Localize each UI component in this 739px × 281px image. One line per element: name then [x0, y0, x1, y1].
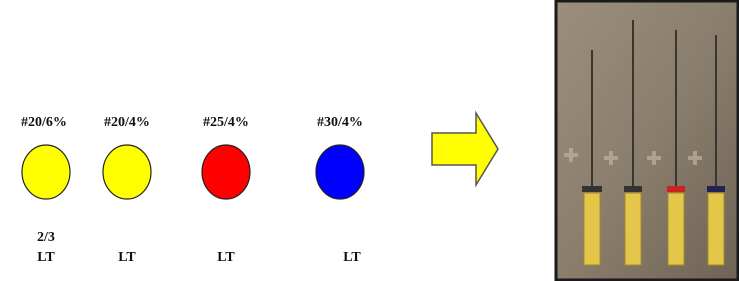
file-label: #30/4% [317, 115, 363, 130]
file-label: #25/4% [203, 115, 249, 130]
file-label: #20/4% [104, 115, 150, 130]
file-note: LT [118, 250, 136, 265]
color-dot [103, 145, 151, 199]
file-label: #20/6% [21, 115, 67, 130]
file-note: 2/3 [37, 230, 55, 245]
file-note: LT [217, 250, 235, 265]
color-dot [22, 145, 70, 199]
arrow [432, 113, 498, 185]
diagram: #20/6% #20/4% #25/4% #30/4% 2/3 LT LT LT… [0, 0, 739, 281]
file-note: LT [343, 250, 361, 265]
color-dot [316, 145, 364, 199]
color-dot [202, 145, 250, 199]
file-note: LT [37, 250, 55, 265]
photo [556, 1, 738, 280]
